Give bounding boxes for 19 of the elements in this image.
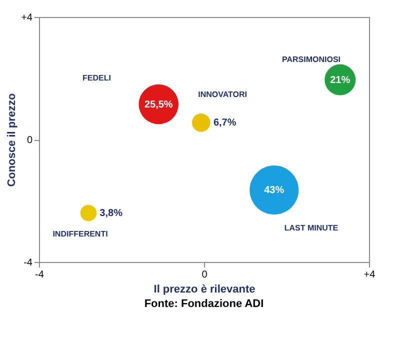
annotation: INDIFFERENTI: [52, 229, 108, 238]
y-tick-label: +4: [21, 12, 33, 24]
annotation: 25,5%: [144, 99, 173, 110]
annotation: LAST MINUTE: [284, 223, 339, 232]
annotation: PARSIMONIOSI: [282, 54, 341, 64]
source-note: Fonte: Fondazione ADI: [144, 298, 264, 310]
x-axis-title: Il prezzo è rilevante: [154, 284, 256, 296]
annotation: INNOVATORI: [198, 90, 248, 100]
x-tick-label: +4: [364, 270, 376, 280]
y-tick-label: -4: [24, 258, 33, 268]
y-axis-title: Conosce il prezzo: [6, 92, 18, 187]
annotation: 43%: [264, 185, 284, 196]
x-tick-label: -4: [35, 270, 44, 280]
y-tick-label: 0: [26, 135, 33, 146]
annotation: 3,8%: [100, 208, 123, 219]
annotation: 6,7%: [213, 118, 236, 129]
annotation: 21%: [330, 74, 350, 86]
x-tick-label: 0: [202, 270, 208, 280]
annotation: FEDELI: [82, 73, 111, 82]
